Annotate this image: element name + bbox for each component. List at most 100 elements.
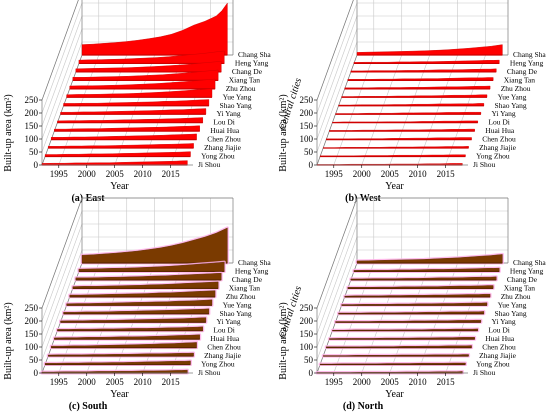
ribbon-yue-yang [66, 299, 213, 306]
x-axis-title: Year [110, 181, 129, 192]
y-axis-title: Built-up area (km²) [278, 302, 289, 379]
sidewall-gridline [316, 28, 358, 140]
y-axis-title: Built-up area (km²) [3, 302, 14, 379]
y-tick-label: 200 [300, 108, 314, 118]
ribbon-heng-yang [353, 267, 500, 272]
ribbon-xiang-tan [347, 77, 494, 81]
frame-edge [41, 0, 79, 101]
city-label: Yong Zhou [201, 360, 235, 369]
x-tick-label: 1995 [50, 377, 69, 387]
city-label: Xiang Tan [229, 283, 260, 292]
city-label: Yong Zhou [201, 152, 235, 161]
ribbon-heng-yang [78, 50, 225, 64]
city-label: Yue Yang [223, 300, 252, 309]
sidewall-gridline [41, 0, 79, 101]
city-label: Heng Yang [510, 266, 544, 275]
y-tick-label: 250 [25, 95, 39, 105]
city-label: Chen Zhou [207, 135, 241, 144]
y-tick-label: 0 [309, 368, 314, 378]
city-label: Chang De [507, 67, 538, 76]
x-tick-label: 2010 [134, 169, 153, 179]
y-tick-label: 100 [300, 342, 314, 352]
y-tick-label: 250 [25, 303, 39, 313]
city-label: Zhang Jiajie [204, 351, 242, 360]
y-tick-label: 150 [25, 329, 39, 339]
y-tick-label: 150 [300, 329, 314, 339]
city-label: Lou Di [213, 326, 234, 335]
y-tick-label: 250 [300, 95, 314, 105]
x-axis-title: Year [385, 389, 404, 400]
city-label: Yue Yang [498, 300, 527, 309]
city-label: Zhu Zhou [226, 84, 256, 93]
y-tick-label: 200 [25, 108, 39, 118]
city-label: Yong Zhou [476, 360, 510, 369]
city-label: Zhang Jiajie [204, 143, 242, 152]
y-axis-title: Built-up area (km²) [3, 94, 14, 171]
ribbon-chang-sha [356, 44, 503, 56]
ribbon-yong-zhou [44, 360, 191, 365]
sidewall-gridline [316, 210, 358, 322]
ribbon-yue-yang [341, 94, 488, 98]
city-label: Chang Sha [513, 50, 546, 59]
y-tick-label: 250 [300, 303, 314, 313]
ribbon-yue-yang [66, 88, 213, 98]
ribbon-xiang-tan [72, 69, 219, 81]
city-label: Yi Yang [491, 109, 515, 118]
sidewall-gridline [41, 2, 83, 114]
city-label: Heng Yang [235, 266, 269, 275]
ribbon-zhu-zhou [344, 85, 491, 90]
sidewall-gridline [41, 223, 83, 335]
panel-caption-south: (c) South [69, 401, 108, 412]
city-label: Heng Yang [235, 58, 269, 67]
ribbon-zhu-zhou [344, 294, 491, 297]
ribbon-chen-zhou [51, 133, 197, 140]
sidewall-gridline [316, 236, 358, 348]
x-tick-label: 2015 [437, 169, 456, 179]
city-label: Ji Shou [198, 160, 221, 169]
city-label: Lou Di [488, 326, 509, 335]
y-tick-label: 150 [300, 121, 314, 131]
ribbon-ji-shou [41, 369, 188, 374]
x-tick-label: 2010 [409, 169, 428, 179]
ribbon-chang-de [350, 276, 497, 281]
city-label: Shao Yang [220, 309, 252, 318]
frame-edge [41, 197, 83, 309]
sidewall-gridline [316, 15, 358, 127]
ribbon-lou-di [57, 117, 204, 123]
ribbon-huai-hua [54, 334, 200, 340]
y-tick-label: 100 [25, 134, 39, 144]
ribbon-chang-de [350, 68, 497, 73]
ribbon-yi-yang [60, 108, 207, 115]
sidewall-gridline [41, 236, 83, 348]
city-label: Lou Di [213, 118, 234, 127]
x-tick-label: 2005 [381, 377, 400, 387]
city-label: Chen Zhou [482, 343, 516, 352]
y-tick-label: 200 [300, 316, 314, 326]
sidewall-gridline [316, 41, 358, 153]
city-label: Yi Yang [216, 109, 240, 118]
city-label: Xiang Tan [229, 75, 260, 84]
city-label: Xiang Tan [504, 283, 535, 292]
city-label: Yue Yang [223, 92, 252, 101]
y-tick-label: 0 [309, 160, 314, 170]
city-label: Shao Yang [220, 101, 252, 110]
city-label: Chang De [507, 275, 538, 284]
x-tick-label: 2005 [381, 169, 400, 179]
city-label: Yong Zhou [476, 152, 510, 161]
floor-gridline [361, 54, 403, 166]
city-label: Huai Hua [210, 334, 240, 343]
city-label: Zhang Jiajie [479, 351, 517, 360]
panel-caption-east: (a) East [71, 193, 105, 204]
ribbon-heng-yang [78, 261, 225, 272]
ribbon-chang-sha [81, 2, 228, 56]
city-label: Yue Yang [498, 92, 527, 101]
y-tick-label: 100 [300, 134, 314, 144]
ribbon-chang-de [75, 272, 222, 281]
city-label: Zhang Jiajie [479, 143, 517, 152]
x-tick-label: 2015 [162, 377, 181, 387]
x-tick-label: 2005 [106, 169, 125, 179]
sidewall-gridline [316, 223, 358, 335]
